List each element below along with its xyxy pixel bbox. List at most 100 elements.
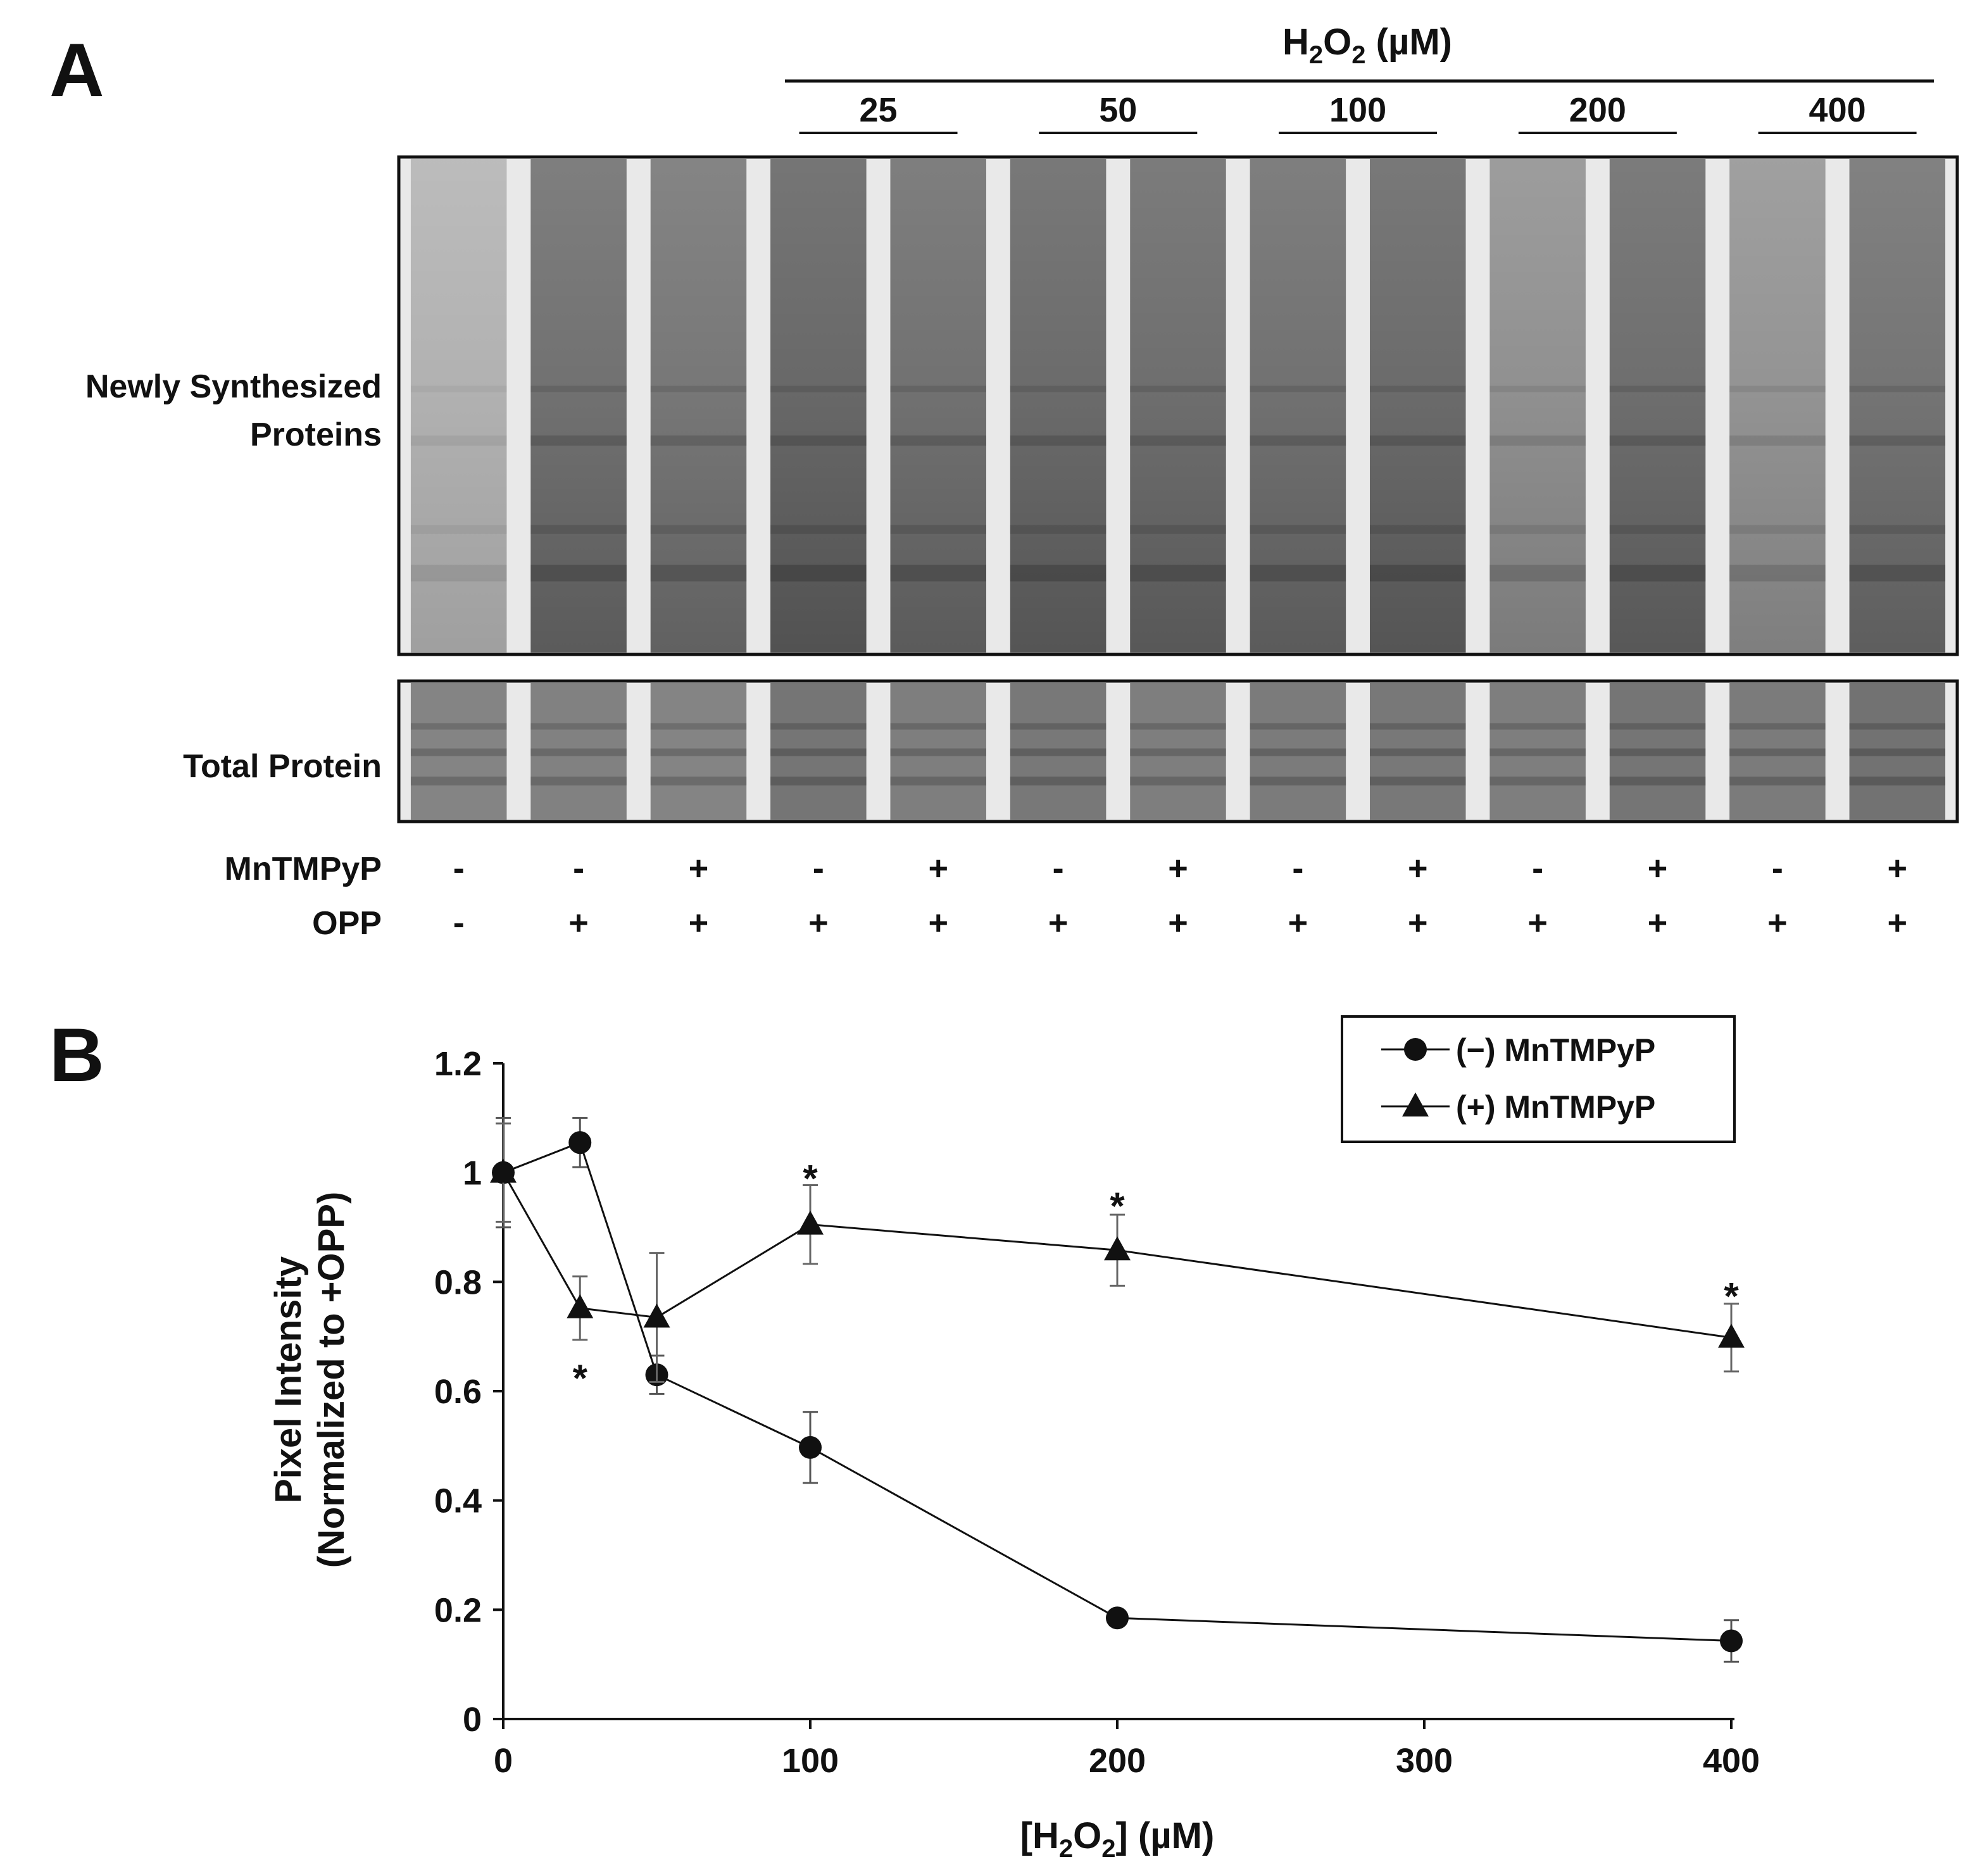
opp-sign: +	[1888, 904, 1908, 942]
opp-sign: +	[928, 904, 948, 942]
protein-band	[1250, 525, 1346, 534]
protein-band	[890, 565, 986, 582]
protein-band	[890, 385, 986, 392]
protein-band	[1489, 723, 1586, 730]
opp-sign: -	[453, 904, 465, 942]
protein-band	[1609, 525, 1706, 534]
lane-fill	[410, 683, 507, 820]
opp-sign: +	[808, 904, 829, 942]
dose-group-labels: 25 50 100 200 400	[799, 91, 1917, 134]
protein-band	[890, 748, 986, 756]
series-line	[503, 1141, 1732, 1642]
dose-group-label: 200	[1569, 91, 1626, 129]
gel-lane	[410, 683, 507, 820]
protein-band	[530, 748, 627, 756]
newly-synthesized-gel-frame	[397, 155, 1959, 656]
protein-band	[890, 435, 986, 446]
lane-gradient	[770, 159, 867, 653]
protein-band	[1489, 565, 1586, 582]
protein-band	[1130, 723, 1226, 730]
mntmpyp-sign: -	[1053, 849, 1064, 887]
gel-lane	[1130, 683, 1226, 820]
data-point-triangle	[490, 1158, 517, 1183]
protein-band	[1010, 723, 1107, 730]
protein-band	[770, 565, 867, 582]
protein-band	[1250, 748, 1346, 756]
protein-band	[650, 525, 747, 534]
mntmpyp-sign: -	[1532, 849, 1543, 887]
protein-band	[650, 723, 747, 730]
protein-band	[890, 776, 986, 785]
y-tick-label: 1.2	[434, 1045, 482, 1083]
lane-fill	[650, 683, 747, 820]
lane-gradient	[1130, 159, 1226, 653]
data-point-circle	[1720, 1629, 1743, 1653]
protein-band	[1729, 385, 1826, 392]
protein-band	[650, 385, 747, 392]
y-tick-label: 0.2	[434, 1591, 482, 1629]
line-chart: 0 0.2 0.4 0.6 0.8 1 1.2 0 100 200 300 400 * * * * Pix…	[268, 1015, 1760, 1863]
chart-series	[490, 1116, 1745, 1663]
protein-band	[1609, 723, 1706, 730]
protein-band	[1010, 385, 1107, 392]
protein-band	[1370, 385, 1466, 392]
lane-gradient	[650, 159, 747, 653]
protein-band	[1489, 435, 1586, 446]
x-axis-ticks: 0 100 200 300 400	[494, 1719, 1760, 1780]
opp-sign: +	[1408, 904, 1428, 942]
opp-sign: +	[1048, 904, 1069, 942]
protein-band	[1849, 723, 1946, 730]
lane-fill	[1250, 683, 1346, 820]
protein-band	[1729, 435, 1826, 446]
protein-band	[1130, 565, 1226, 582]
panel-b-letter: B	[49, 1013, 104, 1097]
gel-lane	[890, 683, 986, 820]
protein-band	[1010, 748, 1107, 756]
significance-star: *	[573, 1357, 588, 1399]
protein-band	[530, 776, 627, 785]
gel-lane	[1370, 683, 1466, 820]
protein-band	[770, 748, 867, 756]
protein-band	[1130, 748, 1226, 756]
gel-lane	[1609, 159, 1706, 653]
mntmpyp-sign: +	[928, 849, 948, 887]
lane-gradient	[1729, 159, 1826, 653]
protein-band	[1609, 748, 1706, 756]
opp-sign: +	[1288, 904, 1308, 942]
protein-band	[1370, 525, 1466, 534]
mntmpyp-sign: +	[1408, 849, 1428, 887]
newly-synthesized-label-line1: Newly Synthesized	[85, 368, 382, 405]
series-line	[502, 1172, 1732, 1339]
x-tick-label: 300	[1396, 1742, 1453, 1780]
mntmpyp-sign: -	[813, 849, 824, 887]
protein-band	[770, 435, 867, 446]
x-tick-label: 200	[1089, 1742, 1146, 1780]
mntmpyp-row-label: MnTMPyP	[225, 851, 382, 887]
mntmpyp-sign: -	[573, 849, 584, 887]
protein-band	[1250, 565, 1346, 582]
protein-band	[1849, 525, 1946, 534]
lane-gradient	[1250, 159, 1346, 653]
protein-band	[1010, 525, 1107, 534]
protein-band	[410, 565, 507, 582]
protein-band	[410, 385, 507, 392]
mntmpyp-sign: -	[1772, 849, 1783, 887]
protein-band	[1250, 723, 1346, 730]
lane-fill	[1130, 683, 1226, 820]
y-axis-title-line2: (Normalized to +OPP)	[311, 1192, 352, 1568]
x-tick-label: 0	[494, 1742, 513, 1780]
lane-fill	[770, 683, 867, 820]
protein-band	[890, 525, 986, 534]
protein-band	[1729, 565, 1826, 582]
dose-group-label: 100	[1329, 91, 1386, 129]
y-tick-label: 0	[463, 1701, 482, 1739]
gel-lane	[1849, 683, 1946, 820]
lane-fill	[1010, 683, 1107, 820]
protein-band	[1370, 748, 1466, 756]
protein-band	[1250, 385, 1346, 392]
protein-band	[770, 525, 867, 534]
y-tick-label: 1	[463, 1154, 482, 1192]
protein-band	[410, 748, 507, 756]
protein-band	[1370, 723, 1466, 730]
